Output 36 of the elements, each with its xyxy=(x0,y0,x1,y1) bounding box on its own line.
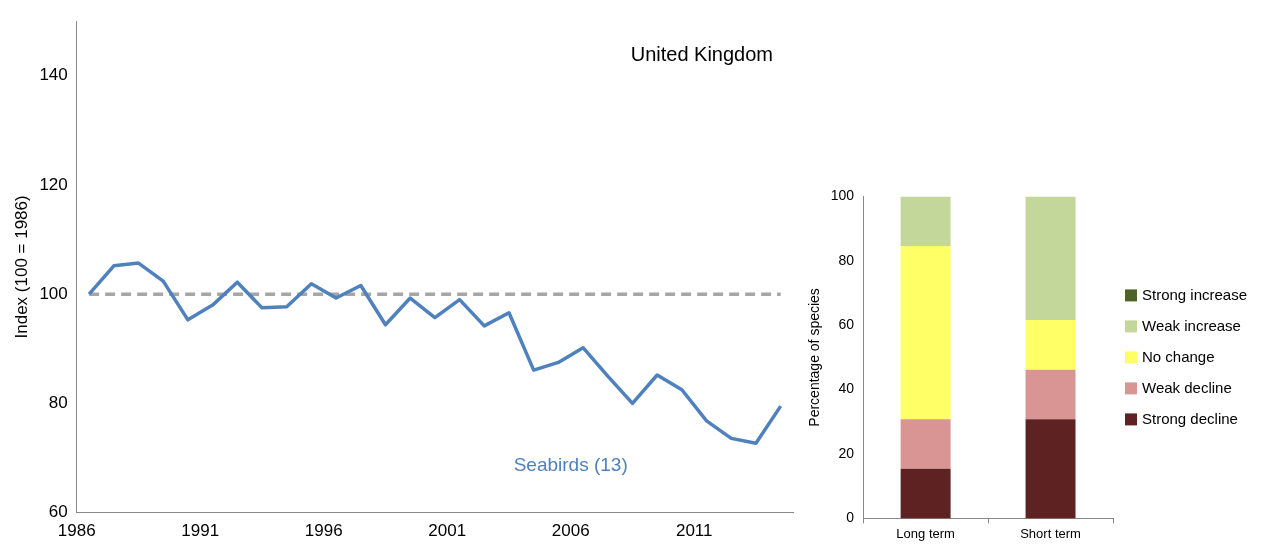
x-tick-label: 2006 xyxy=(551,521,590,541)
y-tick-label: 80 xyxy=(838,251,855,268)
y-tick-label: 60 xyxy=(838,316,855,333)
bar xyxy=(1025,196,1076,321)
bar xyxy=(900,468,951,519)
bar xyxy=(900,196,951,246)
legend-label: Weak decline xyxy=(1142,378,1232,396)
x-tick-label: Short term xyxy=(1020,525,1081,541)
bar xyxy=(1025,320,1076,370)
y-tick-label: 20 xyxy=(838,444,855,461)
y-tick-label: 0 xyxy=(846,509,855,526)
y-tick-label: 140 xyxy=(39,65,68,85)
x-tick-label: 2011 xyxy=(675,521,713,541)
y-tick-label: 80 xyxy=(48,393,68,413)
y-tick-label: 120 xyxy=(39,174,68,194)
y-axis-title: Percentage of species xyxy=(806,288,823,427)
x-tick-label: 2001 xyxy=(428,521,467,541)
x-tick-label: 1986 xyxy=(57,521,96,541)
x-tick-label: Long term xyxy=(896,525,955,541)
legend-label: No change xyxy=(1142,347,1215,365)
text: Seabirds (13) xyxy=(513,453,628,475)
bar xyxy=(1025,369,1076,420)
y-tick-label: 100 xyxy=(39,283,68,303)
bar xyxy=(1025,419,1076,519)
x-tick-label: 1996 xyxy=(304,521,343,541)
x-tick-label: 1991 xyxy=(181,521,220,541)
y-tick-label: 40 xyxy=(838,380,855,397)
bar xyxy=(900,245,951,420)
legend-label: Strong increase xyxy=(1142,285,1248,303)
legend-label: Weak increase xyxy=(1142,316,1241,334)
y-tick-label: 100 xyxy=(830,187,855,204)
y-axis-title: Index (100 = 1986) xyxy=(11,195,31,339)
y-tick-label: 60 xyxy=(48,502,68,522)
text: United Kingdom xyxy=(630,43,773,66)
legend-label: Strong decline xyxy=(1142,409,1238,427)
bar xyxy=(900,419,951,469)
